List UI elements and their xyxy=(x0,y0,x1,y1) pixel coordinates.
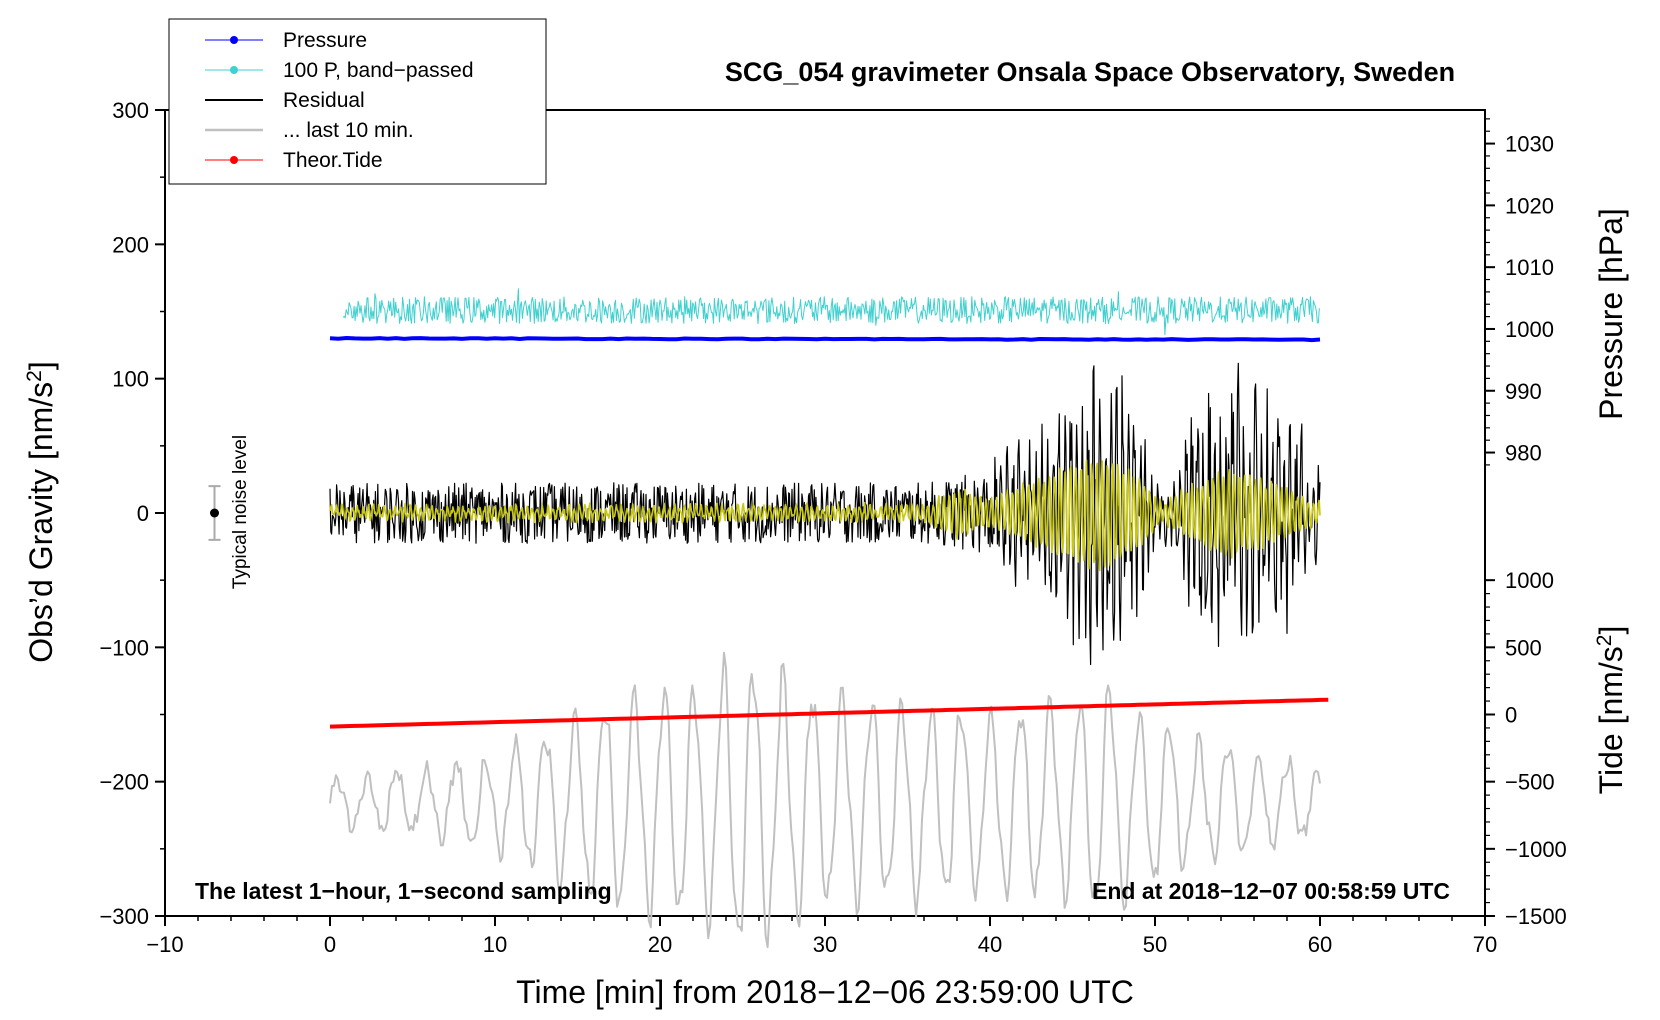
y-tick-label: −100 xyxy=(99,635,149,660)
legend: Pressure 100 P, band−passed Residual ... la… xyxy=(168,18,547,185)
x-tick-label: −10 xyxy=(146,932,183,957)
legend-label: Residual xyxy=(283,89,365,112)
pressure-axis-title: Pressure [hPa] xyxy=(1593,208,1629,420)
pressure-tick-label: 990 xyxy=(1505,379,1542,404)
y-axis-title: Obs’d Gravity [nm/s2] xyxy=(23,361,60,663)
y-tick-label: 200 xyxy=(112,232,149,257)
y-tick-label: −300 xyxy=(99,904,149,929)
tide-tick-label: 500 xyxy=(1505,635,1542,660)
x-tick-label: 10 xyxy=(483,932,507,957)
x-tick-label: 50 xyxy=(1143,932,1167,957)
y-tick-label: −200 xyxy=(99,770,149,795)
series-residual-bandpassed xyxy=(329,459,1321,572)
series-layer xyxy=(329,288,1329,949)
x-tick-label: 60 xyxy=(1308,932,1332,957)
gravity-axis-ticks: −300 −200 −100 0 100 200 300 xyxy=(99,98,165,929)
legend-label: Theor.Tide xyxy=(283,149,383,172)
x-tick-label: 40 xyxy=(978,932,1002,957)
series-last-10-min xyxy=(329,651,1321,949)
tide-tick-label: −500 xyxy=(1505,770,1555,795)
pressure-tick-label: 1030 xyxy=(1505,132,1554,157)
x-tick-label: 20 xyxy=(648,932,672,957)
y-tick-label: 100 xyxy=(112,367,149,392)
x-axis-title: Time [min] from 2018−12−06 23:59:00 UTC xyxy=(516,974,1134,1010)
series-residual xyxy=(329,362,1321,666)
noise-indicator-label: Typical noise level xyxy=(230,435,251,589)
x-tick-label: 70 xyxy=(1473,932,1497,957)
annotation-sampling: The latest 1−hour, 1−second sampling xyxy=(195,878,612,904)
x-tick-label: 30 xyxy=(813,932,837,957)
noise-center-dot xyxy=(210,508,219,518)
series-pressure xyxy=(329,336,1321,343)
legend-marker xyxy=(230,156,238,164)
tide-tick-label: 1000 xyxy=(1505,568,1554,593)
pressure-tick-label: 1020 xyxy=(1505,193,1554,218)
tide-tick-label: −1500 xyxy=(1505,904,1567,929)
tide-tick-label: −1000 xyxy=(1505,837,1567,862)
series-pressure-bandpassed xyxy=(342,288,1320,336)
noise-indicator xyxy=(208,485,221,541)
pressure-tick-label: 1010 xyxy=(1505,255,1554,280)
tide-axis-ticks: −1500 −1000 −500 0 500 1000 xyxy=(1485,568,1567,929)
legend-marker xyxy=(230,36,238,44)
legend-label: ... last 10 min. xyxy=(283,119,414,142)
y-tick-label: 300 xyxy=(112,98,149,123)
legend-label: 100 P, band−passed xyxy=(283,59,474,82)
chart-title: SCG_054 gravimeter Onsala Space Observat… xyxy=(725,57,1455,87)
legend-marker xyxy=(230,66,238,74)
legend-label: Pressure xyxy=(283,29,367,52)
tide-tick-label: 0 xyxy=(1505,703,1517,728)
tide-axis-title: Tide [nm/s2] xyxy=(1593,626,1630,795)
time-axis-ticks: −10 0 10 20 30 40 50 60 70 xyxy=(146,916,1497,957)
legend-box xyxy=(168,18,547,185)
pressure-tick-label: 980 xyxy=(1505,441,1542,466)
annotation-end-time: End at 2018−12−07 00:58:59 UTC xyxy=(1092,878,1450,904)
x-tick-label: 0 xyxy=(324,932,336,957)
pressure-tick-label: 1000 xyxy=(1505,317,1554,342)
y-tick-label: 0 xyxy=(137,501,149,526)
series-theoretical-tide xyxy=(329,697,1329,729)
pressure-axis-ticks: 980 990 1000 1010 1020 1030 xyxy=(1485,118,1554,466)
